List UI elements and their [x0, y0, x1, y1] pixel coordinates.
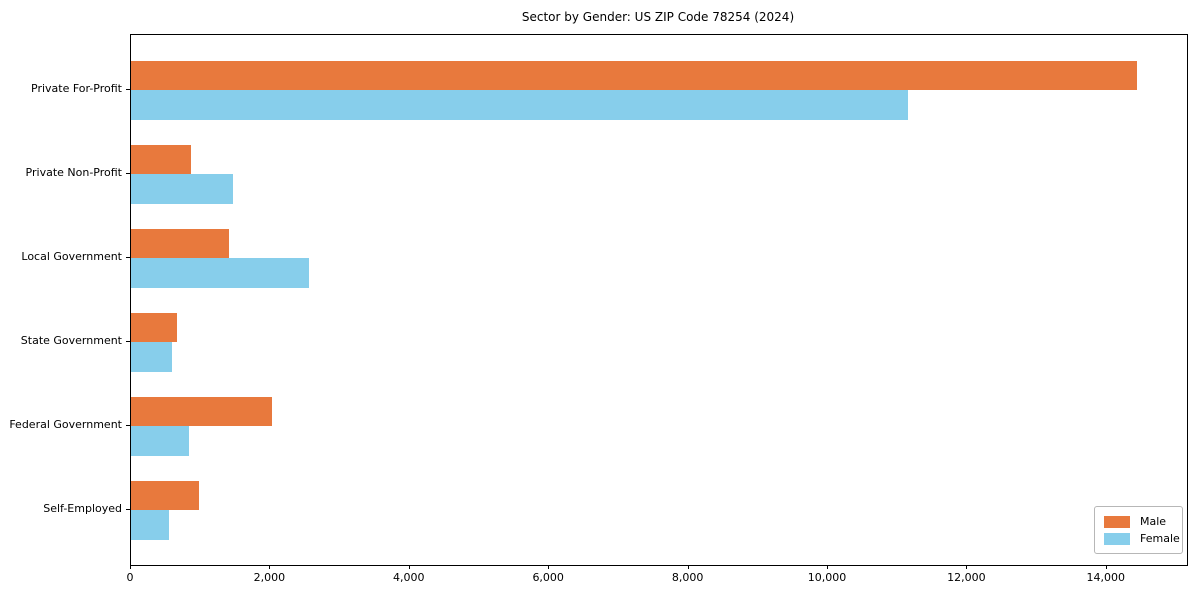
- y-tick-label: Private For-Profit: [31, 82, 122, 95]
- y-tick-mark: [126, 341, 130, 342]
- bar-female-federal-government: [131, 426, 189, 456]
- x-tick-mark: [548, 565, 550, 569]
- x-tick-label: 6,000: [532, 571, 564, 584]
- y-tick-label: Local Government: [21, 250, 122, 263]
- y-tick-label: Private Non-Profit: [25, 166, 122, 179]
- legend-swatch-female: [1104, 532, 1130, 545]
- x-tick-label: 8,000: [671, 571, 704, 584]
- y-tick-label: Self-Employed: [43, 502, 122, 515]
- y-tick-label: Federal Government: [9, 418, 122, 431]
- y-tick-mark: [126, 509, 130, 510]
- y-tick-mark: [126, 173, 130, 174]
- bar-male-private-non-profit: [131, 144, 191, 174]
- legend-label-female: Female: [1140, 532, 1180, 545]
- y-tick-mark: [126, 257, 130, 258]
- bar-male-local-government: [131, 228, 230, 258]
- bar-female-private-non-profit: [131, 174, 233, 204]
- bar-female-state-government: [131, 342, 173, 372]
- bar-male-federal-government: [131, 396, 272, 426]
- x-tick-label: 12,000: [947, 571, 986, 584]
- legend-item-female: Female: [1104, 530, 1180, 547]
- legend-swatch-male: [1104, 515, 1130, 528]
- x-tick-mark: [687, 565, 689, 569]
- bar-female-self-employed: [131, 510, 169, 540]
- bar-male-self-employed: [131, 480, 200, 510]
- y-tick-mark: [126, 89, 130, 90]
- x-tick-mark: [966, 565, 968, 569]
- x-tick-mark: [827, 565, 828, 569]
- x-tick-mark: [1105, 565, 1107, 569]
- legend: Male Female: [1094, 506, 1183, 554]
- y-tick-label: State Government: [20, 334, 122, 347]
- x-tick-label: 4,000: [393, 571, 425, 584]
- legend-label-male: Male: [1140, 515, 1167, 528]
- x-tick-mark: [130, 565, 131, 569]
- x-tick-label: 0: [126, 571, 134, 584]
- x-tick-mark: [408, 565, 410, 569]
- legend-item-male: Male: [1104, 513, 1174, 530]
- x-tick-label: 10,000: [807, 571, 847, 584]
- bar-male-private-for-profit: [131, 60, 1137, 90]
- x-tick-label: 14,000: [1086, 571, 1126, 584]
- y-tick-mark: [126, 425, 130, 426]
- x-tick-mark: [269, 565, 271, 569]
- plot-area: Male Female: [130, 34, 1188, 566]
- bar-male-state-government: [131, 312, 177, 342]
- x-tick-label: 2,000: [253, 571, 286, 584]
- bar-female-local-government: [131, 258, 310, 288]
- bar-female-private-for-profit: [131, 90, 908, 120]
- chart-title: Sector by Gender: US ZIP Code 78254 (202…: [521, 10, 795, 24]
